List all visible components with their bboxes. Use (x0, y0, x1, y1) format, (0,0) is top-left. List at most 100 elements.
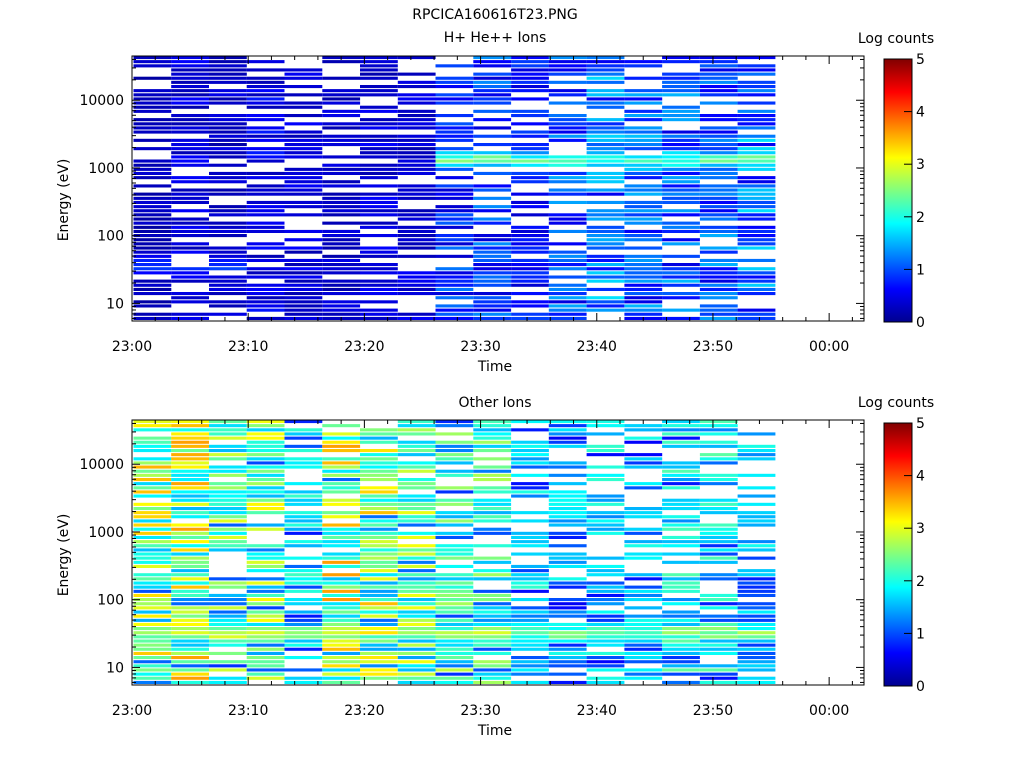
heatmap-cell (171, 482, 209, 486)
heatmap-cell (548, 60, 587, 64)
heatmap-cell (473, 569, 512, 573)
colorbar-tick-label: 2 (916, 574, 925, 590)
heatmap-cell (284, 668, 323, 672)
heatmap-cell (171, 589, 209, 593)
heatmap-cell (322, 461, 361, 465)
heatmap-cell (737, 151, 776, 155)
heatmap-cell (548, 523, 587, 527)
heatmap-cell (737, 486, 776, 490)
heatmap-cell (548, 552, 587, 556)
heatmap-cell (322, 606, 361, 610)
heatmap-cell (171, 159, 209, 163)
heatmap-cell (171, 428, 209, 432)
heatmap-cell (360, 593, 398, 597)
heatmap-cell (133, 436, 172, 440)
heatmap-cell (699, 473, 738, 477)
heatmap-cell (171, 676, 209, 680)
heatmap-cell (511, 656, 549, 660)
heatmap-cell (548, 126, 587, 130)
heatmap-cell (662, 180, 700, 184)
heatmap-cell (624, 643, 663, 647)
heatmap-cell (586, 631, 625, 635)
heatmap-cell (246, 589, 285, 593)
heatmap-cell (284, 143, 323, 147)
heatmap-cell (548, 180, 587, 184)
heatmap-cell (171, 523, 209, 527)
heatmap-cell (737, 457, 776, 461)
heatmap-cell (662, 105, 700, 109)
heatmap-cell (171, 101, 209, 105)
heatmap-cell (171, 267, 209, 271)
heatmap-cell (397, 163, 436, 167)
heatmap-cell (133, 101, 172, 105)
heatmap-cell (662, 242, 700, 246)
heatmap-cell (699, 631, 738, 635)
heatmap-cell (133, 449, 172, 453)
heatmap-cell (624, 188, 663, 192)
heatmap-cell (209, 602, 247, 606)
heatmap-cell (360, 163, 398, 167)
heatmap-cell (209, 523, 247, 527)
heatmap-cell (662, 581, 700, 585)
figure-title: RPCICA160616T23.PNG (412, 7, 577, 23)
heatmap-cell (737, 631, 776, 635)
heatmap-cell (133, 469, 172, 473)
heatmap-cell (209, 643, 247, 647)
heatmap-cell (360, 283, 398, 287)
heatmap-cell (171, 494, 209, 498)
x-tick-label: 23:00 (112, 339, 152, 355)
heatmap-cell (171, 535, 209, 539)
heatmap-cell (171, 176, 209, 180)
heatmap-cell (246, 155, 285, 159)
heatmap-cell (284, 72, 323, 76)
heatmap-cell (511, 618, 549, 622)
heatmap-cell (511, 428, 549, 432)
heatmap-cell (360, 631, 398, 635)
heatmap-cell (397, 85, 436, 89)
heatmap-cell (624, 631, 663, 635)
heatmap-cell (209, 126, 247, 130)
heatmap-cell (435, 184, 474, 188)
heatmap-cell (699, 292, 738, 296)
heatmap-cell (624, 573, 663, 577)
heatmap-cell (246, 668, 285, 672)
heatmap-cell (133, 138, 172, 142)
heatmap-cell (171, 217, 209, 221)
heatmap-cell (171, 97, 209, 101)
heatmap-cell (511, 68, 549, 72)
heatmap-cell (473, 85, 512, 89)
heatmap-cell (548, 188, 587, 192)
colorbar-gradient (883, 58, 913, 323)
heatmap-cell (662, 635, 700, 639)
heatmap-cell (284, 432, 323, 436)
heatmap-cell (737, 540, 776, 544)
heatmap-cell (133, 283, 172, 287)
heatmap-cell (586, 498, 625, 502)
heatmap-cell (171, 507, 209, 511)
heatmap-cell (473, 560, 512, 564)
heatmap-cell (322, 523, 361, 527)
heatmap-cell (246, 221, 285, 225)
heatmap-cell (473, 507, 512, 511)
heatmap-cell (133, 461, 172, 465)
heatmap-cell (548, 643, 587, 647)
heatmap-cell (397, 188, 436, 192)
heatmap-cell (171, 544, 209, 548)
heatmap-cell (435, 308, 474, 312)
heatmap-cell (624, 531, 663, 535)
heatmap-cell (473, 502, 512, 506)
heatmap-cell (473, 126, 512, 130)
heatmap-cell (435, 176, 474, 180)
heatmap-cell (473, 614, 512, 618)
heatmap-cell (284, 147, 323, 151)
heatmap-cell (209, 56, 247, 60)
heatmap-cell (548, 440, 587, 444)
heatmap-cell (473, 606, 512, 610)
heatmap-cell (586, 147, 625, 151)
heatmap-cell (246, 631, 285, 635)
heatmap-cell (360, 316, 398, 320)
heatmap-cell (548, 581, 587, 585)
heatmap-cell (246, 428, 285, 432)
heatmap-cell (699, 643, 738, 647)
heatmap-cell (322, 221, 361, 225)
